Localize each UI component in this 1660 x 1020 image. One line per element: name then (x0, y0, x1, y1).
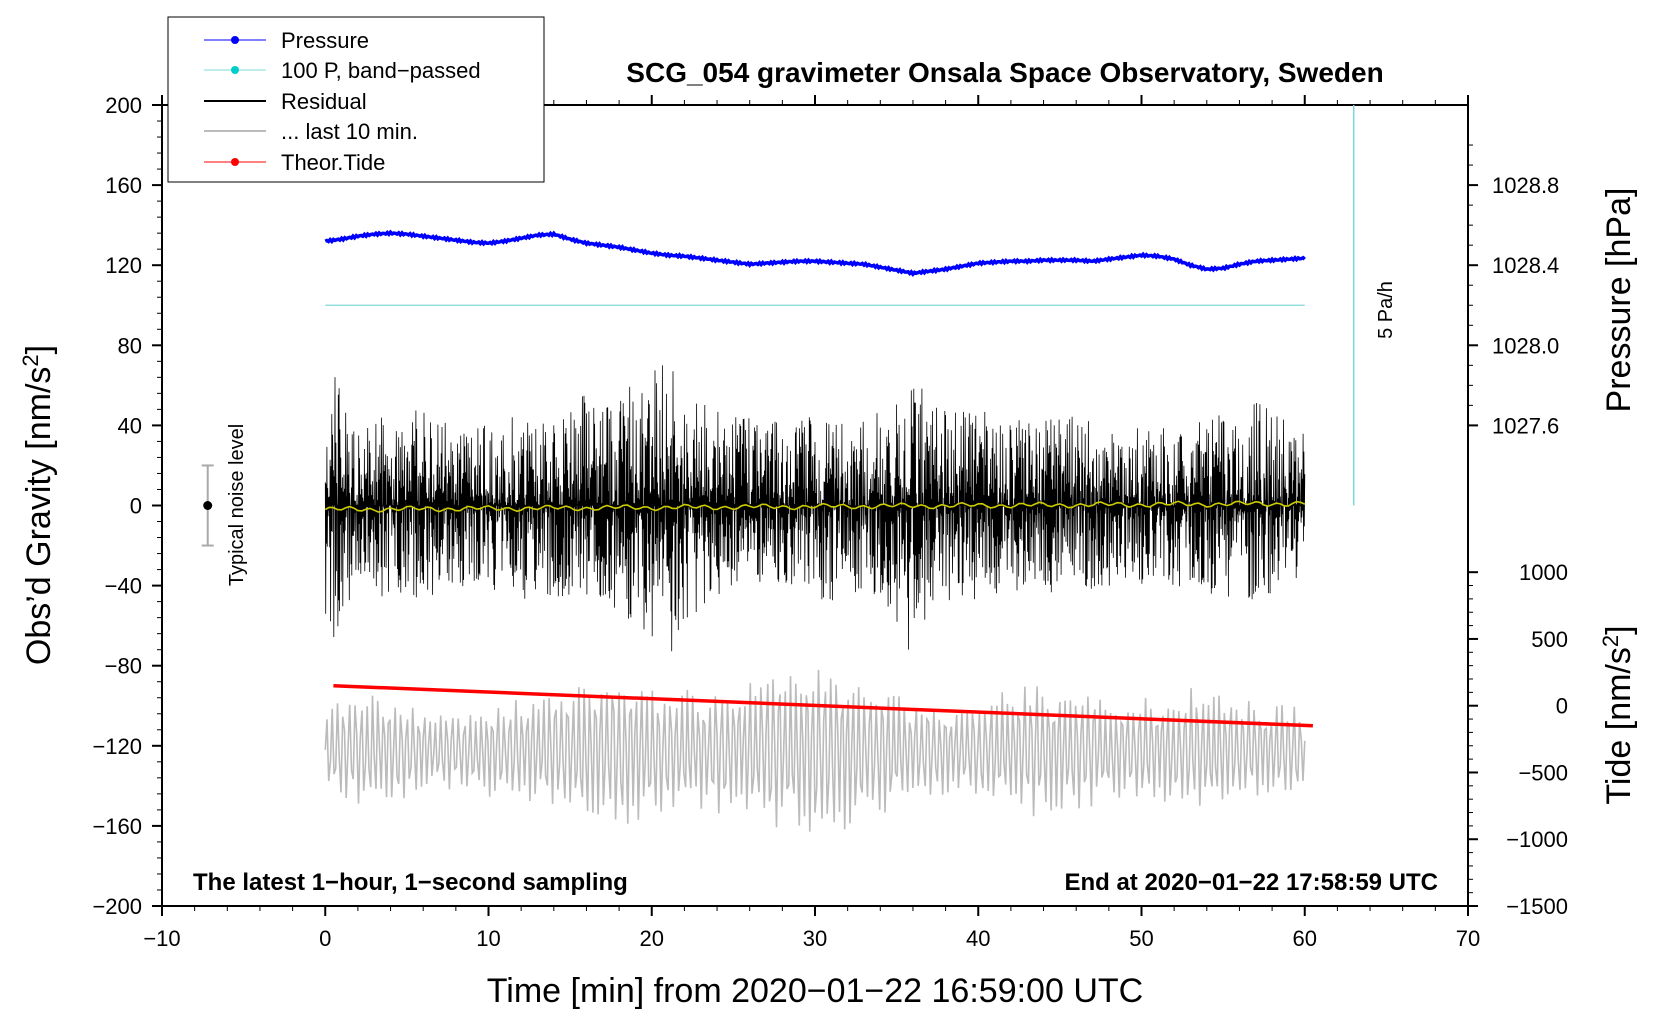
tide-tick-label: −500 (1518, 760, 1568, 785)
y-tick-label: 80 (118, 333, 142, 358)
legend-item-tide: Theor.Tide (204, 150, 385, 175)
x-tick-label: 20 (640, 926, 664, 951)
noise-level-bar (201, 464, 214, 547)
legend-item-last10: ... last 10 min. (204, 119, 418, 144)
x-tick-label: 30 (803, 926, 827, 951)
x-tick-label: 0 (319, 926, 331, 951)
y-tick-label: 160 (105, 173, 142, 198)
pressure-tick-label: 1028.8 (1492, 173, 1559, 198)
y-axis-title-tide: Tide [nm/s2] (1598, 625, 1638, 804)
legend-marker-bandpassed (231, 66, 239, 74)
y-tick-label: −120 (92, 734, 142, 759)
y-tick-label: −160 (92, 814, 142, 839)
legend-label-pressure: Pressure (281, 28, 369, 53)
y-tick-label: −80 (105, 654, 142, 679)
sampling-annotation: The latest 1−hour, 1−second sampling (193, 869, 628, 896)
legend-label-bandpassed: 100 P, band−passed (281, 58, 481, 83)
x-tick-label: 10 (476, 926, 500, 951)
residual-series (324, 365, 1306, 652)
y-axis-title-left: Obs’d Gravity [nm/s2] (18, 345, 58, 665)
noise-level-label: Typical noise level (226, 424, 248, 586)
tide-tick-label: −1500 (1506, 894, 1568, 919)
pressure-line (324, 229, 1306, 278)
tide-axis-ticks: 1000 500 0 −500 −1000 −1500 (1468, 560, 1568, 919)
pressure-axis-ticks: 1028.8 1028.4 1028.0 1027.6 (1468, 144, 1559, 438)
noise-bar-center (203, 501, 213, 510)
pressure-tick-label: 1027.6 (1492, 413, 1559, 438)
x-tick-label: 60 (1293, 926, 1317, 951)
tide-tick-label: −1000 (1506, 827, 1568, 852)
legend-marker-pressure (231, 36, 239, 44)
pressure-tick-label: 1028.4 (1492, 253, 1559, 278)
smoothed-residual-series (324, 500, 1306, 513)
last-10-min-series (324, 669, 1306, 832)
tide-tick-label: 1000 (1519, 560, 1568, 585)
residual-line (324, 365, 1306, 652)
pressure-rate-label: 5 Pa/h (1375, 281, 1397, 339)
x-axis-title: Time [min] from 2020−01−22 16:59:00 UTC (487, 972, 1143, 1010)
legend-item-bandpassed: 100 P, band−passed (204, 58, 481, 83)
tide-line (333, 683, 1313, 728)
tide-tick-label: 0 (1556, 694, 1568, 719)
y-tick-label: 40 (118, 413, 142, 438)
legend-label-tide: Theor.Tide (281, 150, 385, 175)
legend-label-last10: ... last 10 min. (281, 119, 418, 144)
y-tick-label: 0 (130, 494, 142, 519)
smoothed-residual-line (324, 500, 1306, 513)
legend-marker-tide (231, 158, 239, 166)
pressure-tick-label: 1028.0 (1492, 333, 1559, 358)
tide-tick-label: 500 (1531, 627, 1568, 652)
y-tick-label: 200 (105, 93, 142, 118)
pressure-series (324, 229, 1306, 278)
theoretical-tide-series (333, 683, 1313, 728)
x-tick-label: 50 (1129, 926, 1153, 951)
legend-item-pressure: Pressure (204, 28, 369, 53)
x-tick-label: 40 (966, 926, 990, 951)
y-axis-title-pressure: Pressure [hPa] (1600, 188, 1638, 413)
legend-label-residual: Residual (281, 89, 367, 114)
y-tick-label: −200 (92, 894, 142, 919)
last-10-min-line (324, 669, 1306, 832)
x-tick-label: 70 (1456, 926, 1480, 951)
x-tick-label: −10 (143, 926, 180, 951)
legend-box (167, 16, 545, 183)
legend: Pressure 100 P, band−passed Residual ...… (167, 16, 545, 183)
legend-item-residual: Residual (204, 89, 367, 114)
x-axis-ticks: −10 0 10 20 30 40 50 60 70 (143, 95, 1480, 951)
y-axis-ticks: 200 160 120 80 40 0 −40 −80 −120 −160 −200 (92, 93, 162, 919)
end-time-annotation: End at 2020−01−22 17:58:59 UTC (1064, 869, 1438, 896)
chart-title: SCG_054 gravimeter Onsala Space Observat… (626, 57, 1383, 88)
y-tick-label: 120 (105, 253, 142, 278)
y-tick-label: −40 (105, 574, 142, 599)
